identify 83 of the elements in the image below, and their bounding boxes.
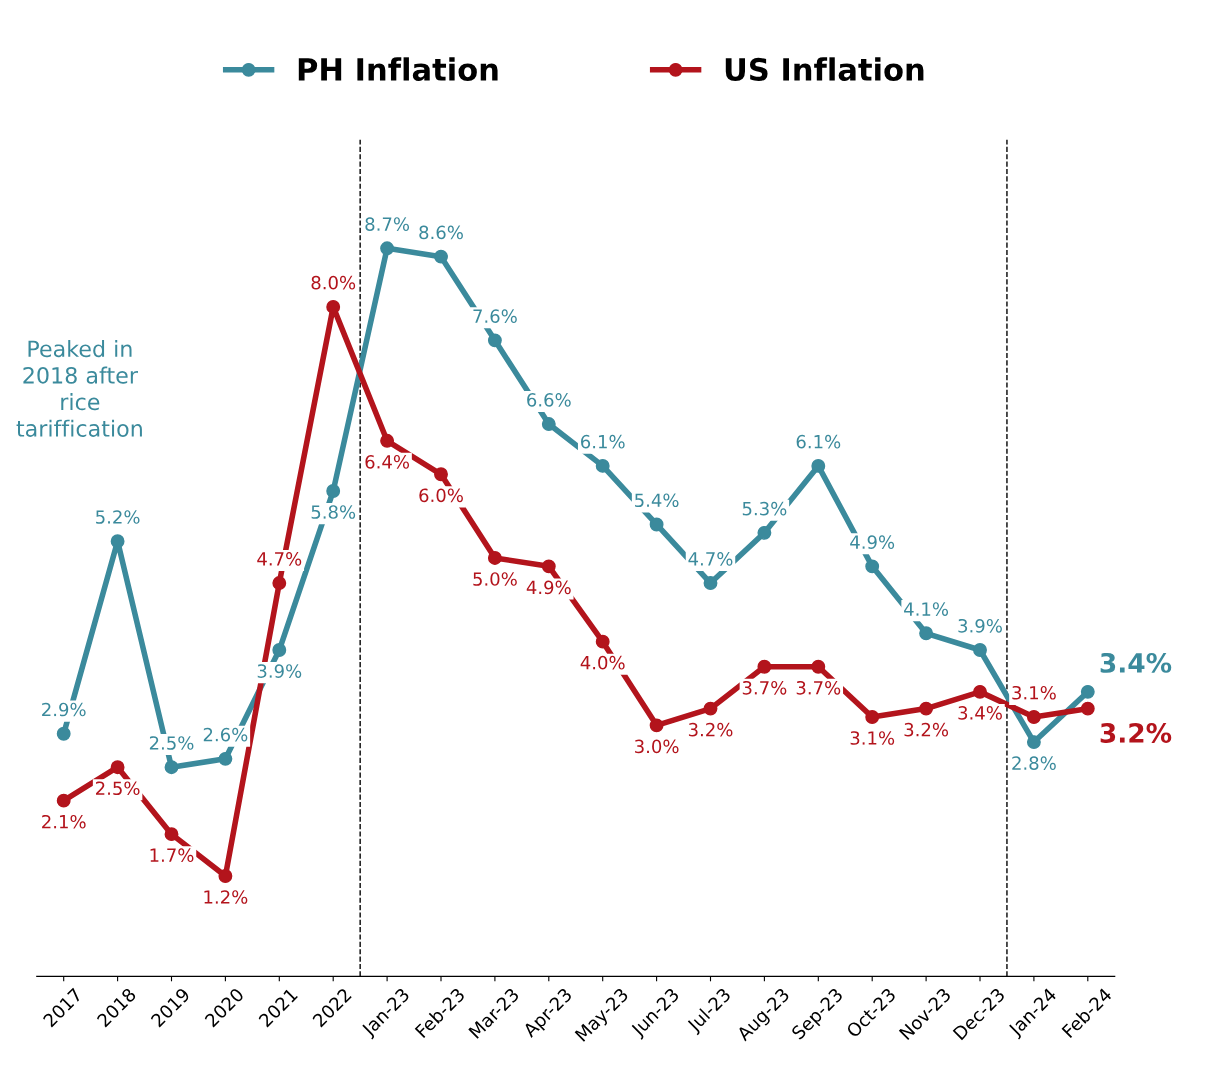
data-label: 3.2% <box>904 722 949 737</box>
data-label: 4.9% <box>850 535 895 549</box>
data-label: 6.1% <box>581 434 625 449</box>
point <box>595 458 610 473</box>
point <box>164 827 179 842</box>
point <box>380 433 395 448</box>
point <box>541 417 556 431</box>
point <box>811 659 826 674</box>
data-label: 3.0% <box>635 739 679 754</box>
point <box>434 249 448 264</box>
data-label: 3.4% <box>958 706 1002 720</box>
data-label: 8.6% <box>419 225 463 240</box>
data-label: 3.7% <box>742 680 787 695</box>
point <box>1080 684 1095 699</box>
point <box>865 559 880 574</box>
data-label: 5.0% <box>473 572 517 586</box>
point <box>272 643 287 657</box>
data-label: 4.7% <box>688 552 733 566</box>
point <box>703 701 718 716</box>
point <box>757 659 772 674</box>
data-label: 1.7% <box>150 848 194 863</box>
data-label: 2.5% <box>149 736 194 750</box>
point <box>487 333 502 348</box>
point <box>973 643 987 657</box>
point <box>811 458 826 473</box>
data-label: 3.4% <box>1100 652 1172 673</box>
data-label: 4.1% <box>904 602 949 616</box>
point <box>919 701 934 716</box>
point <box>1026 735 1041 750</box>
data-label: 6.4% <box>365 455 410 469</box>
point <box>434 467 448 482</box>
point <box>56 793 71 808</box>
point <box>865 710 880 724</box>
data-label: 3.9% <box>958 618 1002 633</box>
point <box>919 626 934 641</box>
data-label: 1.2% <box>204 890 248 904</box>
data-label: 3.1% <box>850 731 895 745</box>
annotation: Peaked in 2018 after rice tariffication <box>16 339 142 437</box>
data-label: 5.2% <box>96 510 140 524</box>
data-label: 5.4% <box>635 493 679 508</box>
data-label: 2.6% <box>203 727 248 742</box>
point <box>272 576 287 591</box>
data-label: 3.9% <box>257 664 302 678</box>
data-label: 6.6% <box>527 393 571 407</box>
point <box>326 299 341 314</box>
data-label: 8.7% <box>365 217 410 231</box>
data-label: 3.1% <box>1012 685 1056 700</box>
data-label: 2.5% <box>95 781 140 796</box>
point <box>649 517 664 532</box>
point <box>541 559 556 574</box>
point <box>649 718 664 733</box>
data-label: 4.9% <box>526 580 571 595</box>
point <box>218 869 233 883</box>
legend-label: US Inflation <box>725 57 924 81</box>
data-label: 8.0% <box>311 275 356 290</box>
data-label: 2.9% <box>42 702 86 717</box>
data-label: 7.6% <box>473 309 517 323</box>
point <box>164 760 179 775</box>
point <box>1080 701 1095 716</box>
data-label: 6.0% <box>419 488 463 503</box>
point <box>110 760 125 775</box>
legend-label: PH Inflation <box>298 57 498 81</box>
data-label: 3.7% <box>796 680 841 695</box>
point <box>218 751 233 766</box>
point <box>595 634 610 649</box>
point <box>973 684 987 699</box>
data-label: 5.3% <box>742 501 787 516</box>
point <box>110 534 125 549</box>
data-label: 3.2% <box>1100 722 1172 743</box>
data-label: 2.8% <box>1012 756 1056 770</box>
point <box>487 551 502 565</box>
data-label: 4.0% <box>580 655 625 670</box>
point <box>757 525 772 540</box>
data-label: 5.8% <box>311 505 356 519</box>
data-label: 4.7% <box>257 552 302 566</box>
data-label: 3.2% <box>688 722 733 737</box>
point <box>56 726 71 741</box>
data-label: 6.1% <box>796 434 841 449</box>
point <box>703 576 718 591</box>
point <box>326 484 341 498</box>
point <box>1026 710 1041 724</box>
point <box>380 241 395 256</box>
data-label: 2.1% <box>42 814 86 829</box>
